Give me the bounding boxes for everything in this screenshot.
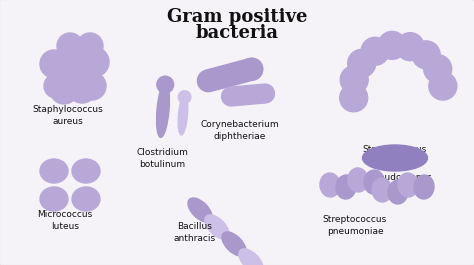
Ellipse shape — [205, 215, 229, 239]
Ellipse shape — [239, 249, 263, 265]
Text: Micrococcus
luteus: Micrococcus luteus — [37, 210, 92, 231]
Text: Clostridium
botulinum: Clostridium botulinum — [136, 148, 188, 169]
Ellipse shape — [79, 47, 109, 77]
Ellipse shape — [363, 145, 428, 171]
Ellipse shape — [44, 74, 68, 98]
Ellipse shape — [396, 33, 424, 61]
Ellipse shape — [56, 52, 88, 84]
Ellipse shape — [424, 55, 452, 83]
Ellipse shape — [222, 232, 246, 256]
Ellipse shape — [372, 178, 392, 202]
Ellipse shape — [241, 58, 263, 80]
Ellipse shape — [72, 187, 100, 211]
Ellipse shape — [178, 91, 191, 103]
Ellipse shape — [348, 168, 368, 192]
Text: bacteria: bacteria — [195, 24, 279, 42]
Text: Streptococcus
pneumoniae: Streptococcus pneumoniae — [323, 215, 387, 236]
Text: Staphylococcus
aureus: Staphylococcus aureus — [33, 105, 103, 126]
Ellipse shape — [188, 198, 212, 222]
Ellipse shape — [388, 180, 408, 204]
Ellipse shape — [340, 66, 368, 94]
Ellipse shape — [336, 175, 356, 199]
Ellipse shape — [378, 31, 406, 59]
Text: Gram positive: Gram positive — [167, 8, 307, 26]
Ellipse shape — [40, 187, 68, 211]
Ellipse shape — [77, 33, 103, 59]
Text: Bacillus
anthracis: Bacillus anthracis — [174, 222, 216, 243]
Ellipse shape — [364, 170, 384, 194]
Text: Corynebacterium
diphtheriae: Corynebacterium diphtheriae — [201, 120, 279, 141]
Ellipse shape — [40, 50, 68, 78]
Ellipse shape — [72, 159, 100, 183]
Text: Pseudomonas
aeruginosa: Pseudomonas aeruginosa — [369, 173, 431, 194]
Ellipse shape — [178, 95, 188, 135]
Ellipse shape — [57, 33, 83, 59]
Ellipse shape — [78, 72, 106, 100]
Text: Streptococcus
pyogenes: Streptococcus pyogenes — [363, 145, 427, 166]
Ellipse shape — [412, 41, 440, 69]
Ellipse shape — [320, 173, 340, 197]
Ellipse shape — [361, 37, 389, 65]
Ellipse shape — [40, 159, 68, 183]
Ellipse shape — [340, 84, 368, 112]
Ellipse shape — [67, 73, 97, 103]
Ellipse shape — [256, 85, 274, 103]
Ellipse shape — [429, 72, 457, 100]
Ellipse shape — [414, 175, 434, 199]
Ellipse shape — [348, 49, 376, 77]
Ellipse shape — [398, 173, 418, 197]
Ellipse shape — [156, 83, 169, 137]
Ellipse shape — [50, 76, 78, 104]
Ellipse shape — [157, 76, 173, 93]
